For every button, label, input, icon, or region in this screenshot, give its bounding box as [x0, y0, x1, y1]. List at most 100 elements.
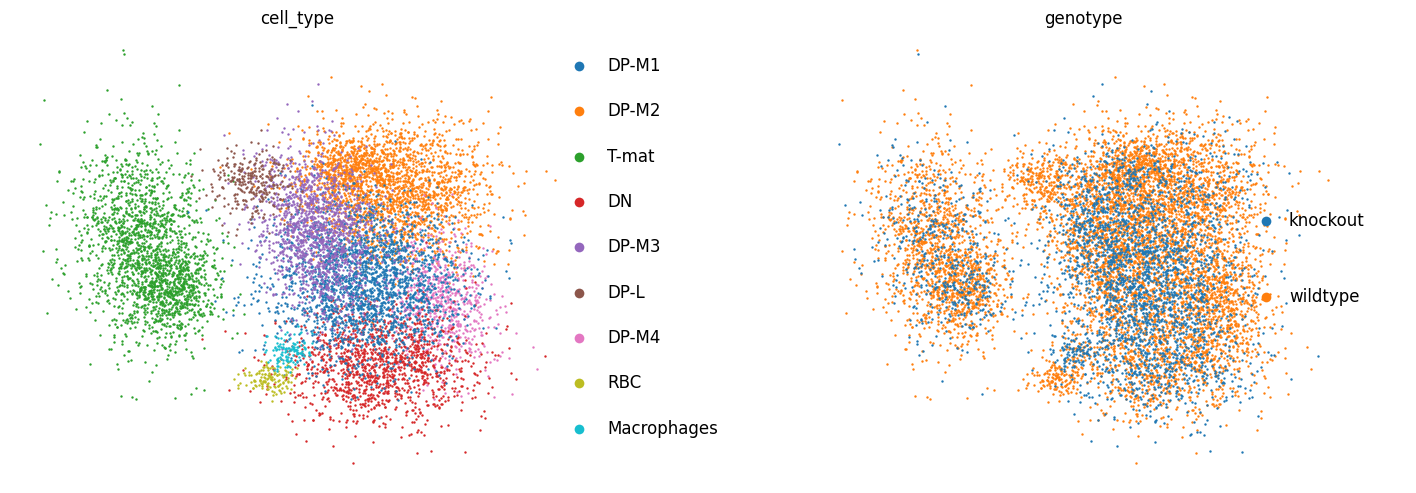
- Point: [1104, 314, 1127, 321]
- Point: [1126, 184, 1148, 192]
- Point: [120, 197, 143, 205]
- Point: [126, 221, 149, 229]
- Point: [109, 264, 132, 272]
- Point: [1147, 195, 1170, 203]
- Point: [919, 248, 942, 256]
- Point: [331, 176, 354, 183]
- Point: [1199, 322, 1222, 330]
- Point: [161, 271, 184, 279]
- Point: [1103, 260, 1126, 268]
- Point: [320, 190, 343, 198]
- Point: [91, 247, 113, 255]
- Point: [280, 261, 303, 269]
- Point: [1219, 297, 1242, 305]
- Point: [404, 217, 426, 225]
- Point: [354, 287, 377, 295]
- Point: [1163, 299, 1185, 307]
- Point: [419, 357, 442, 365]
- Point: [1180, 271, 1202, 279]
- Point: [1130, 236, 1153, 244]
- Point: [120, 249, 143, 257]
- Point: [1216, 258, 1239, 266]
- Point: [1107, 276, 1130, 283]
- Point: [939, 340, 961, 348]
- Point: [1161, 246, 1184, 253]
- Point: [1171, 238, 1194, 246]
- Point: [844, 255, 867, 263]
- Point: [1163, 374, 1185, 382]
- Point: [947, 258, 970, 266]
- Point: [241, 168, 263, 176]
- Point: [346, 147, 368, 155]
- Point: [144, 251, 167, 259]
- Point: [1177, 388, 1199, 396]
- Point: [1075, 149, 1097, 157]
- Point: [350, 263, 372, 271]
- Point: [293, 182, 316, 190]
- Point: [1163, 304, 1185, 312]
- Point: [1188, 310, 1211, 318]
- Point: [307, 272, 330, 280]
- Point: [149, 261, 171, 269]
- Point: [1129, 259, 1151, 267]
- Point: [306, 130, 329, 138]
- Point: [296, 185, 319, 193]
- Point: [1124, 406, 1147, 414]
- Point: [295, 295, 317, 303]
- Point: [1102, 251, 1124, 259]
- Point: [286, 202, 309, 210]
- Point: [246, 183, 269, 191]
- Point: [276, 363, 299, 371]
- Point: [1167, 207, 1189, 215]
- Point: [1197, 308, 1219, 316]
- Point: [1144, 207, 1167, 215]
- Point: [362, 377, 385, 385]
- Point: [404, 183, 426, 191]
- Point: [1187, 366, 1209, 374]
- Point: [389, 238, 412, 246]
- Point: [1197, 231, 1219, 239]
- Point: [313, 181, 336, 189]
- Point: [1191, 187, 1214, 195]
- Point: [395, 297, 418, 305]
- Point: [933, 268, 956, 276]
- Point: [426, 297, 449, 305]
- Point: [1164, 275, 1187, 283]
- Point: [389, 320, 412, 328]
- Point: [937, 282, 960, 290]
- Point: [337, 380, 360, 388]
- Point: [112, 249, 135, 257]
- Point: [406, 339, 429, 347]
- Point: [1079, 192, 1102, 200]
- Point: [391, 376, 413, 384]
- Point: [1257, 245, 1280, 253]
- Point: [358, 259, 381, 267]
- Point: [953, 282, 976, 290]
- Point: [1182, 242, 1205, 250]
- Point: [1130, 306, 1153, 314]
- Point: [460, 217, 483, 225]
- Point: [202, 261, 225, 269]
- Point: [312, 251, 334, 259]
- Point: [1052, 189, 1075, 197]
- Point: [1154, 327, 1177, 335]
- Point: [903, 229, 926, 237]
- Point: [1079, 374, 1102, 382]
- Point: [1096, 213, 1119, 221]
- Point: [346, 201, 368, 209]
- Point: [1109, 136, 1131, 143]
- Point: [1104, 165, 1127, 173]
- Point: [1027, 157, 1049, 165]
- Point: [440, 168, 463, 176]
- Point: [1197, 340, 1219, 348]
- Point: [358, 223, 381, 231]
- Point: [282, 197, 304, 205]
- Point: [276, 243, 299, 250]
- Point: [340, 258, 362, 266]
- Point: [343, 215, 365, 223]
- Point: [960, 261, 983, 269]
- Point: [224, 177, 246, 185]
- Point: [360, 252, 382, 260]
- Point: [169, 279, 191, 286]
- Point: [1144, 319, 1167, 327]
